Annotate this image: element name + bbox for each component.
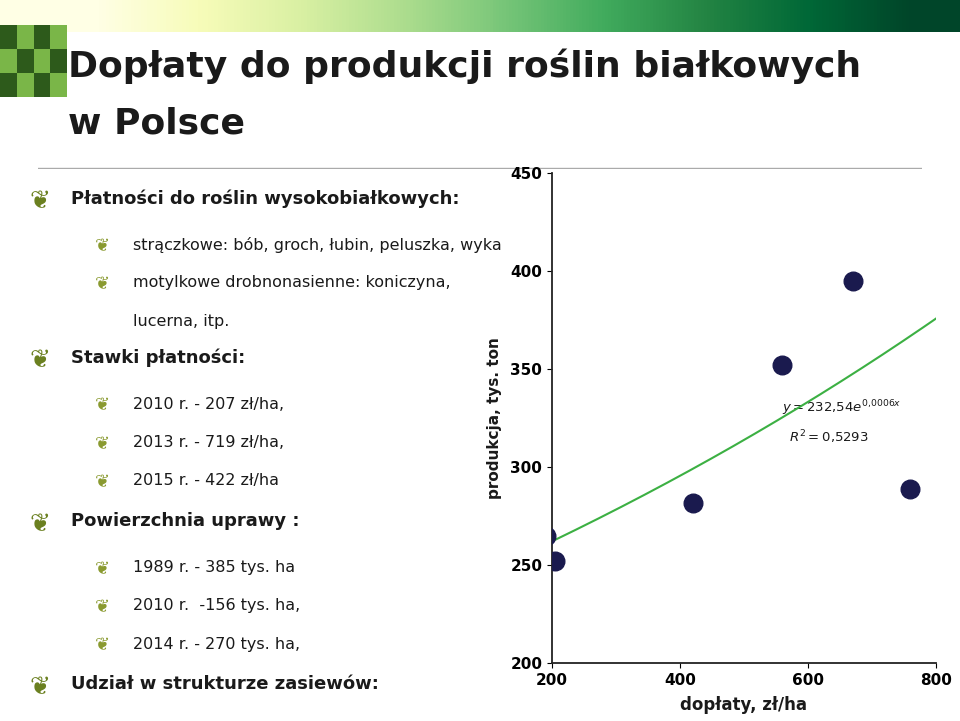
Point (902, 483, 918, 495)
Text: ❦: ❦ (30, 512, 51, 536)
Bar (34, 49, 51, 74)
Bar (51, 25, 67, 49)
Point (547, 556, 563, 567)
Text: Dopłaty do produkcji roślin białkowych: Dopłaty do produkcji roślin białkowych (67, 48, 861, 84)
Text: ❦: ❦ (95, 435, 109, 453)
Text: motylkowe drobnonasienne: koniczyna,: motylkowe drobnonasienne: koniczyna, (133, 275, 451, 291)
Text: 1989 r. - 385 tys. ha: 1989 r. - 385 tys. ha (133, 559, 296, 575)
Bar (34, 25, 51, 49)
Text: ❦: ❦ (95, 598, 109, 616)
Text: ❦: ❦ (95, 275, 109, 293)
Bar (51, 74, 67, 97)
Text: Płatności do roślin wysokobiałkowych:: Płatności do roślin wysokobiałkowych: (71, 189, 460, 208)
Text: ❦: ❦ (30, 189, 51, 213)
Bar (17, 74, 34, 97)
Text: w Polsce: w Polsce (67, 107, 245, 141)
Text: lucerna, itp.: lucerna, itp. (133, 314, 229, 329)
Bar (0, 49, 17, 74)
Bar (17, 49, 34, 74)
Text: $y = 232{,}54e^{0{,}0006x}$: $y = 232{,}54e^{0{,}0006x}$ (782, 399, 902, 418)
Bar (17, 25, 34, 49)
Point (685, 497, 701, 508)
Text: Udział w strukturze zasiewów:: Udział w strukturze zasiewów: (71, 675, 379, 693)
X-axis label: dopłaty, zł/ha: dopłaty, zł/ha (681, 696, 807, 715)
Text: ❦: ❦ (95, 474, 109, 492)
Bar (34, 74, 51, 97)
Text: $R^2 = 0{,}5293$: $R^2 = 0{,}5293$ (789, 428, 869, 446)
Point (845, 275, 860, 287)
Point (538, 530, 553, 541)
Bar (0, 25, 17, 49)
Text: Stawki płatności:: Stawki płatności: (71, 348, 246, 367)
Bar (0, 74, 17, 97)
Text: 2010 r.  -156 tys. ha,: 2010 r. -156 tys. ha, (133, 598, 300, 614)
Text: 2015 r. - 422 zł/ha: 2015 r. - 422 zł/ha (133, 474, 279, 488)
Y-axis label: produkcja, tys. ton: produkcja, tys. ton (487, 337, 502, 499)
Text: ❦: ❦ (95, 559, 109, 578)
Text: ❦: ❦ (95, 637, 109, 655)
Text: strączkowe: bób, groch, łubin, peluszka, wyka: strączkowe: bób, groch, łubin, peluszka,… (133, 237, 502, 253)
Bar (51, 49, 67, 74)
Text: 2014 r. - 270 tys. ha,: 2014 r. - 270 tys. ha, (133, 637, 300, 652)
Text: ❦: ❦ (30, 348, 51, 373)
Text: ❦: ❦ (95, 237, 109, 255)
Text: 2010 r. - 207 zł/ha,: 2010 r. - 207 zł/ha, (133, 397, 284, 412)
Text: 2013 r. - 719 zł/ha,: 2013 r. - 719 zł/ha, (133, 435, 284, 450)
Point (775, 360, 790, 371)
Text: ❦: ❦ (30, 675, 51, 699)
Text: ❦: ❦ (95, 397, 109, 415)
Text: Powierzchnia uprawy :: Powierzchnia uprawy : (71, 512, 300, 530)
